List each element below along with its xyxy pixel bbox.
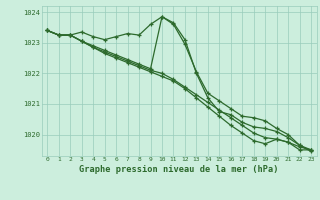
X-axis label: Graphe pression niveau de la mer (hPa): Graphe pression niveau de la mer (hPa) xyxy=(79,165,279,174)
